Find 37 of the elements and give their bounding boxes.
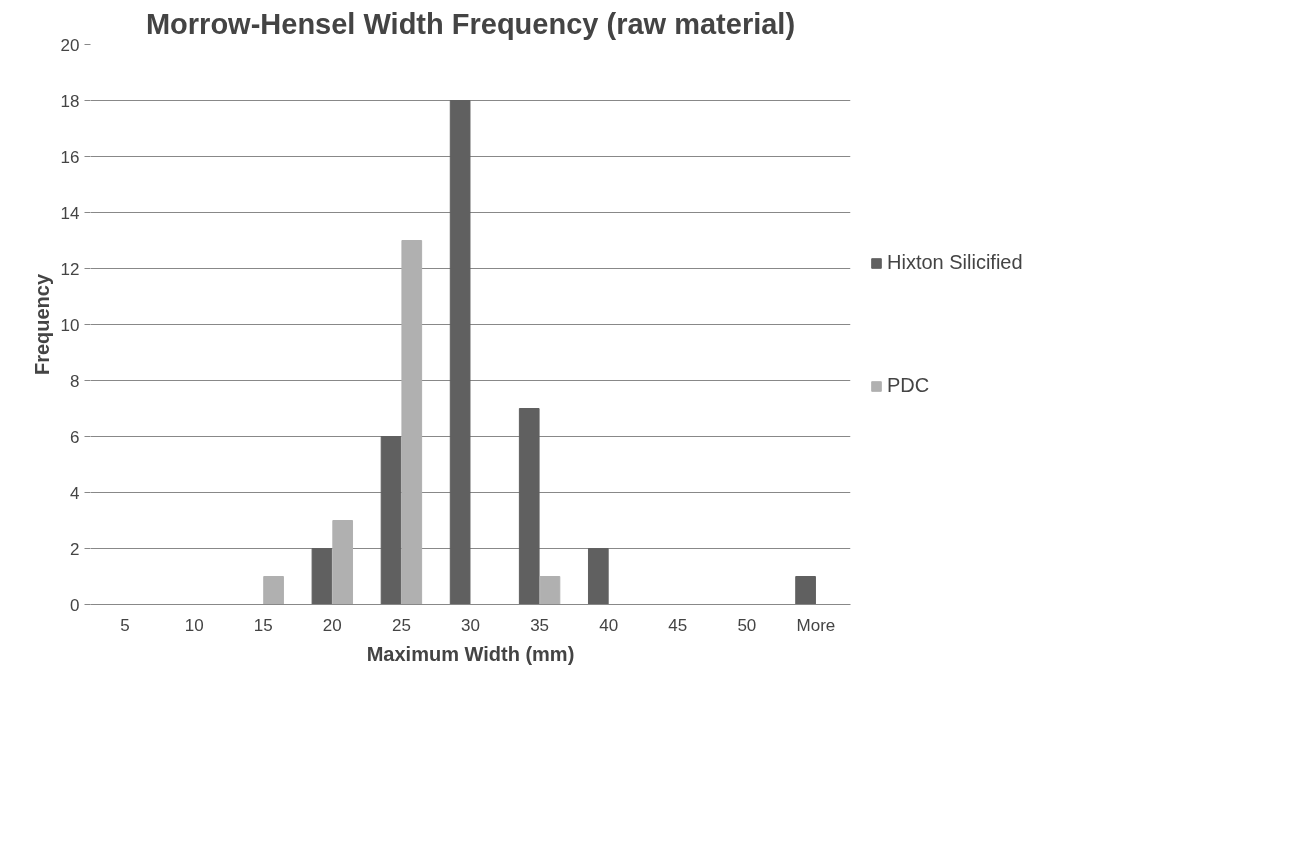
y-tick-label: 4 [70, 483, 80, 503]
bar [449, 100, 471, 605]
bar [587, 548, 609, 605]
bar [380, 436, 402, 605]
bar [263, 576, 284, 605]
bar [401, 240, 423, 605]
y-tick-label: 0 [70, 595, 80, 615]
x-tick-label: 45 [668, 615, 688, 635]
y-tick-label: 18 [60, 91, 80, 111]
bar [518, 408, 540, 605]
y-tick-label: 2 [70, 539, 80, 559]
y-tick-label: 6 [70, 427, 80, 447]
x-tick-label: 25 [391, 615, 411, 635]
chart-title: Morrow-Hensel Width Frequency (raw material) [145, 7, 796, 40]
x-tick-label: 10 [184, 615, 204, 635]
x-tick-label: 35 [530, 615, 550, 635]
x-axis-title: Maximum Width (mm) [366, 642, 575, 665]
x-tick-label: 30 [461, 615, 480, 635]
bar [795, 576, 816, 605]
y-tick-label: 20 [60, 35, 80, 55]
bar [332, 520, 354, 605]
y-tick-label: 12 [60, 259, 80, 279]
x-tick-label: 20 [322, 615, 342, 635]
x-tick-label: 50 [737, 615, 757, 635]
y-tick-label: 16 [60, 147, 80, 167]
y-tick-label: 14 [60, 203, 80, 223]
bar [539, 576, 561, 605]
y-tick-label: 8 [70, 371, 80, 391]
bar [311, 548, 333, 605]
legend-label: PDC [887, 374, 930, 397]
y-tick-label: 10 [60, 315, 80, 335]
x-tick-label: 5 [120, 615, 130, 635]
x-tick-label: 15 [253, 615, 273, 635]
y-axis-title: Frequency [30, 273, 53, 376]
x-tick-label: More [796, 615, 836, 635]
legend-label: Hixton Silicified [887, 251, 1023, 274]
x-tick-label: 40 [599, 615, 619, 635]
